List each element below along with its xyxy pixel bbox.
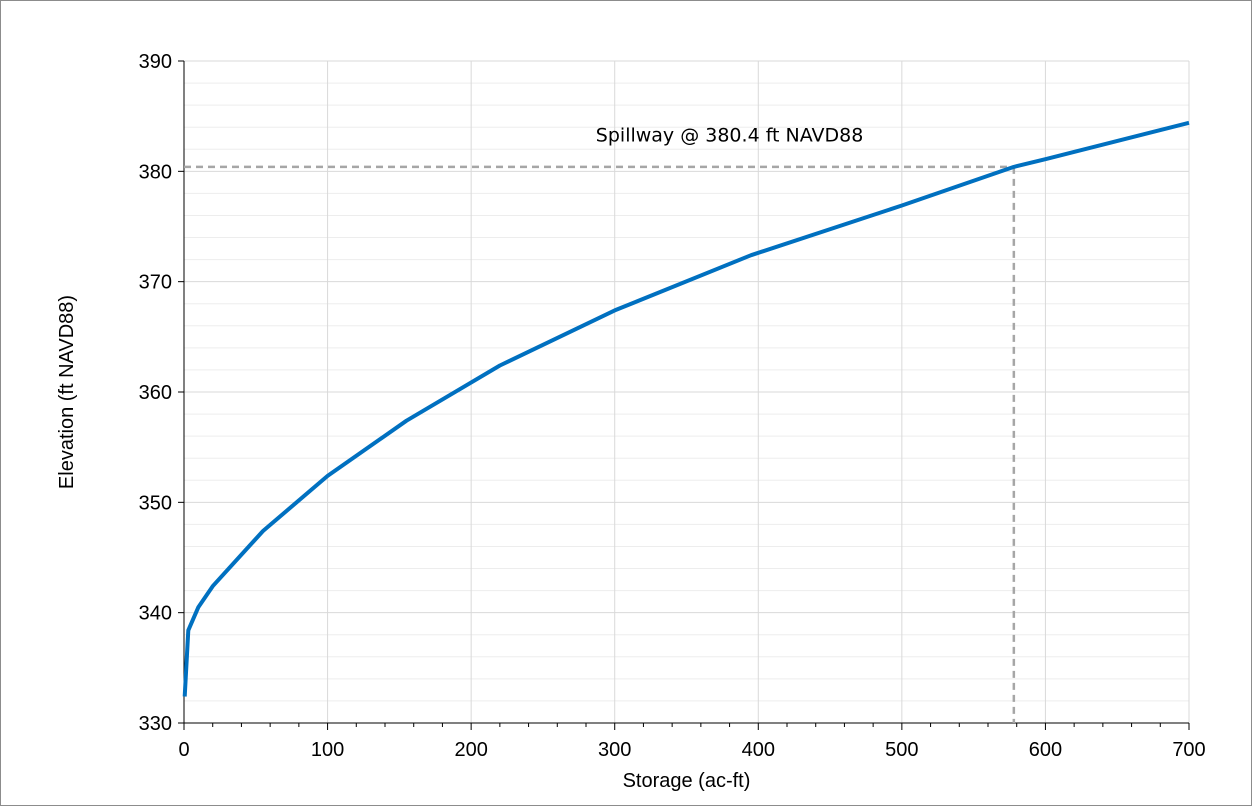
major-gridlines (184, 60, 1190, 723)
y-tick-label: 330 (139, 713, 172, 735)
y-tick-label: 380 (139, 161, 172, 183)
x-tick-label: 0 (178, 739, 189, 761)
x-tick-label: 700 (1172, 739, 1205, 761)
x-tick-label: 500 (885, 739, 918, 761)
y-tick-label: 360 (139, 382, 172, 404)
minor-gridlines (184, 82, 1189, 702)
x-axis-title: Storage (ac-ft) (623, 770, 751, 792)
y-tick-label: 350 (139, 492, 172, 514)
x-tick-label: 100 (311, 739, 344, 761)
x-tick-label: 400 (742, 739, 775, 761)
x-tick-label: 600 (1029, 739, 1062, 761)
series-line-0 (182, 120, 1190, 697)
y-axis-title: Elevation (ft NAVD88) (56, 295, 78, 489)
series-layer (182, 120, 1190, 697)
axes (178, 60, 1190, 730)
reference-lines (184, 165, 1016, 723)
tick-labels: 330 340 350 360 370 380 390 0 100 200 300 400 500 600… (139, 51, 1206, 761)
y-tick-label: 340 (139, 603, 172, 625)
x-tick-label: 200 (454, 739, 487, 761)
y-tick-label: 370 (139, 272, 172, 294)
spillway-annotation: Spillway @ 380.4 ft NAVD88 (596, 125, 864, 147)
y-tick-label: 390 (139, 51, 172, 73)
x-tick-label: 300 (598, 739, 631, 761)
